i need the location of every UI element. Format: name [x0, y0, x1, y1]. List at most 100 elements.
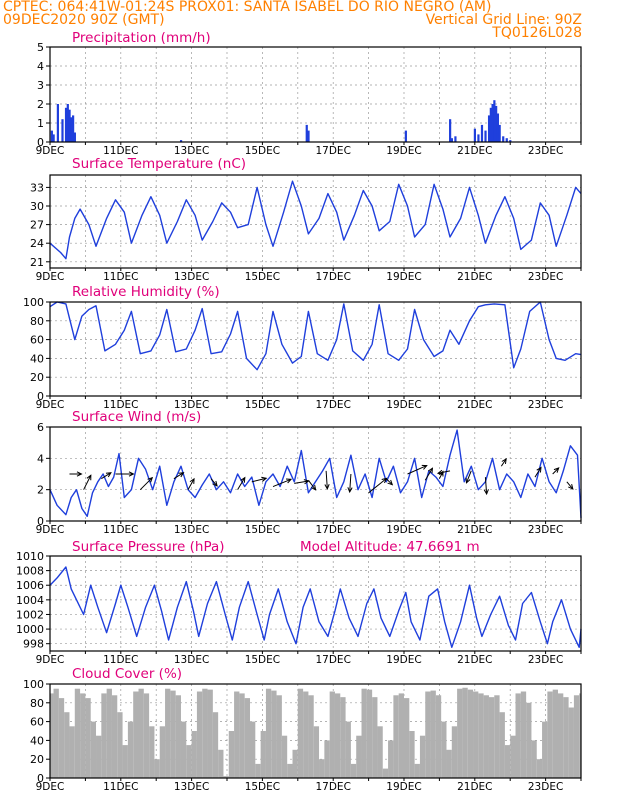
pres-ytick-label: 1006	[16, 579, 44, 592]
cloud-bar	[149, 726, 155, 778]
precip-bar	[495, 105, 498, 142]
cloud-bar	[207, 689, 213, 778]
precip-ytick-label: 2	[37, 98, 44, 111]
wind-wind-arrowhead	[310, 484, 317, 491]
precip-bar	[509, 140, 512, 142]
cloud-bar	[276, 695, 282, 778]
precip-ytick-label: 3	[37, 79, 44, 92]
cloud-bar	[579, 693, 581, 778]
rh-xtick-label: 9DEC	[36, 399, 65, 411]
cloud-bar	[117, 712, 123, 778]
cloud-ytick-label: 20	[30, 753, 44, 766]
rh-ytick-label: 20	[30, 371, 44, 384]
cloud-ytick-label: 60	[30, 716, 44, 729]
temp-frame	[49, 174, 582, 269]
wind-wind-arrowhead	[465, 477, 471, 484]
pres-xtick-label: 17DEC	[315, 654, 350, 666]
cloud-bar	[58, 698, 65, 778]
precip-frame	[49, 46, 582, 143]
temp-ytick-label: 33	[30, 181, 44, 194]
pres-panel-title: Surface Pressure (hPa)	[72, 539, 225, 555]
cloud-bar	[377, 726, 383, 778]
wind-wind-arrow	[465, 470, 472, 484]
cloud-bar	[334, 693, 341, 778]
pres-ytick-label: 1010	[16, 550, 44, 563]
precip-bar	[70, 117, 73, 142]
cloud-bar	[218, 749, 224, 778]
precip-panel-title: Precipitation (mm/h)	[72, 30, 211, 46]
cloud-bar	[281, 735, 288, 778]
cloud-bar	[419, 735, 426, 778]
cloud-bar	[74, 688, 81, 778]
cloud-bar	[313, 726, 320, 778]
chart-header: CPTEC: 064:41W-01:24S PROX01: SANTA ISAB…	[0, 0, 618, 40]
cloud-bar	[366, 689, 373, 778]
cloud-bar	[483, 695, 489, 778]
pres-ytick-label: 1004	[16, 594, 44, 607]
precip-bar	[66, 104, 69, 142]
header-model-id: TQ0126L028	[492, 25, 582, 41]
cloud-bar	[462, 687, 468, 778]
cloud-bar	[244, 698, 251, 778]
header-date-line: 09DEC2020 90Z (GMT)	[3, 12, 165, 28]
cloud-bar	[175, 695, 181, 778]
cloud-bar	[542, 721, 548, 778]
cloud-bar	[234, 691, 240, 778]
wind-wind-arrowhead	[212, 480, 218, 487]
cloud-bar	[457, 688, 463, 778]
cloud-bar	[159, 726, 166, 778]
cloud-bar	[393, 695, 399, 778]
cloud-bar	[111, 695, 118, 778]
cloud-bar	[154, 759, 160, 778]
cloud-bar	[345, 721, 351, 778]
wind-wind-arrowhead	[436, 469, 443, 476]
precip-bar	[179, 140, 183, 142]
wind-wind-arrow	[325, 470, 328, 489]
cloud-bar	[329, 691, 335, 778]
cloud-ytick-label: 40	[30, 734, 44, 747]
precip-bar	[404, 130, 407, 142]
precip-bar	[502, 136, 505, 142]
wind-wind-arrowhead	[76, 471, 83, 477]
cloud-bar	[425, 691, 431, 778]
cloud-bar	[350, 763, 357, 778]
cloud-bar	[202, 688, 208, 778]
temp-xtick-label: 13DEC	[174, 271, 209, 283]
wind-wind-arrow	[272, 478, 292, 487]
cloud-bar	[96, 735, 102, 778]
precip-xtick-label: 21DEC	[457, 145, 492, 157]
cloud-bar	[303, 691, 309, 778]
temp-ytick-label: 24	[30, 237, 44, 250]
cloud-bar	[361, 688, 367, 778]
cloud-bar	[165, 688, 171, 778]
cloud-bar	[446, 749, 452, 778]
wind-wind-arrow	[552, 467, 560, 475]
pres-xtick-label: 23DEC	[528, 654, 563, 666]
precip-bar	[489, 107, 492, 142]
cloud-xtick-label: 23DEC	[528, 781, 563, 793]
precip-bar	[480, 124, 484, 142]
precip-xtick-label: 15DEC	[245, 145, 280, 157]
precip-bar	[307, 130, 310, 142]
wind-wind-arrowhead	[483, 489, 489, 496]
wind-wind-arrowhead	[261, 476, 268, 482]
cloud-bar	[228, 731, 235, 778]
wind-wind-arrow	[534, 467, 542, 478]
cloud-bar	[170, 690, 176, 778]
pres-series-line	[49, 566, 582, 648]
precip-bar	[61, 119, 64, 142]
wind-wind-arrow	[566, 481, 574, 490]
cloud-bar	[133, 691, 139, 778]
wind-ytick-label: 0	[37, 515, 44, 528]
precip-xtick-label: 11DEC	[103, 145, 138, 157]
cloud-bar	[398, 693, 404, 778]
wind-wind-arrowhead	[178, 472, 185, 478]
cloud-bar	[504, 745, 511, 778]
rh-ytick-label: 60	[30, 334, 44, 347]
wind-ytick-label: 6	[37, 421, 44, 434]
precip-bar	[73, 132, 76, 142]
wind-wind-arrow	[173, 472, 184, 480]
cloud-bar	[64, 712, 70, 778]
wind-xtick-label: 15DEC	[245, 524, 280, 536]
wind-ytick-label: 2	[37, 484, 44, 497]
